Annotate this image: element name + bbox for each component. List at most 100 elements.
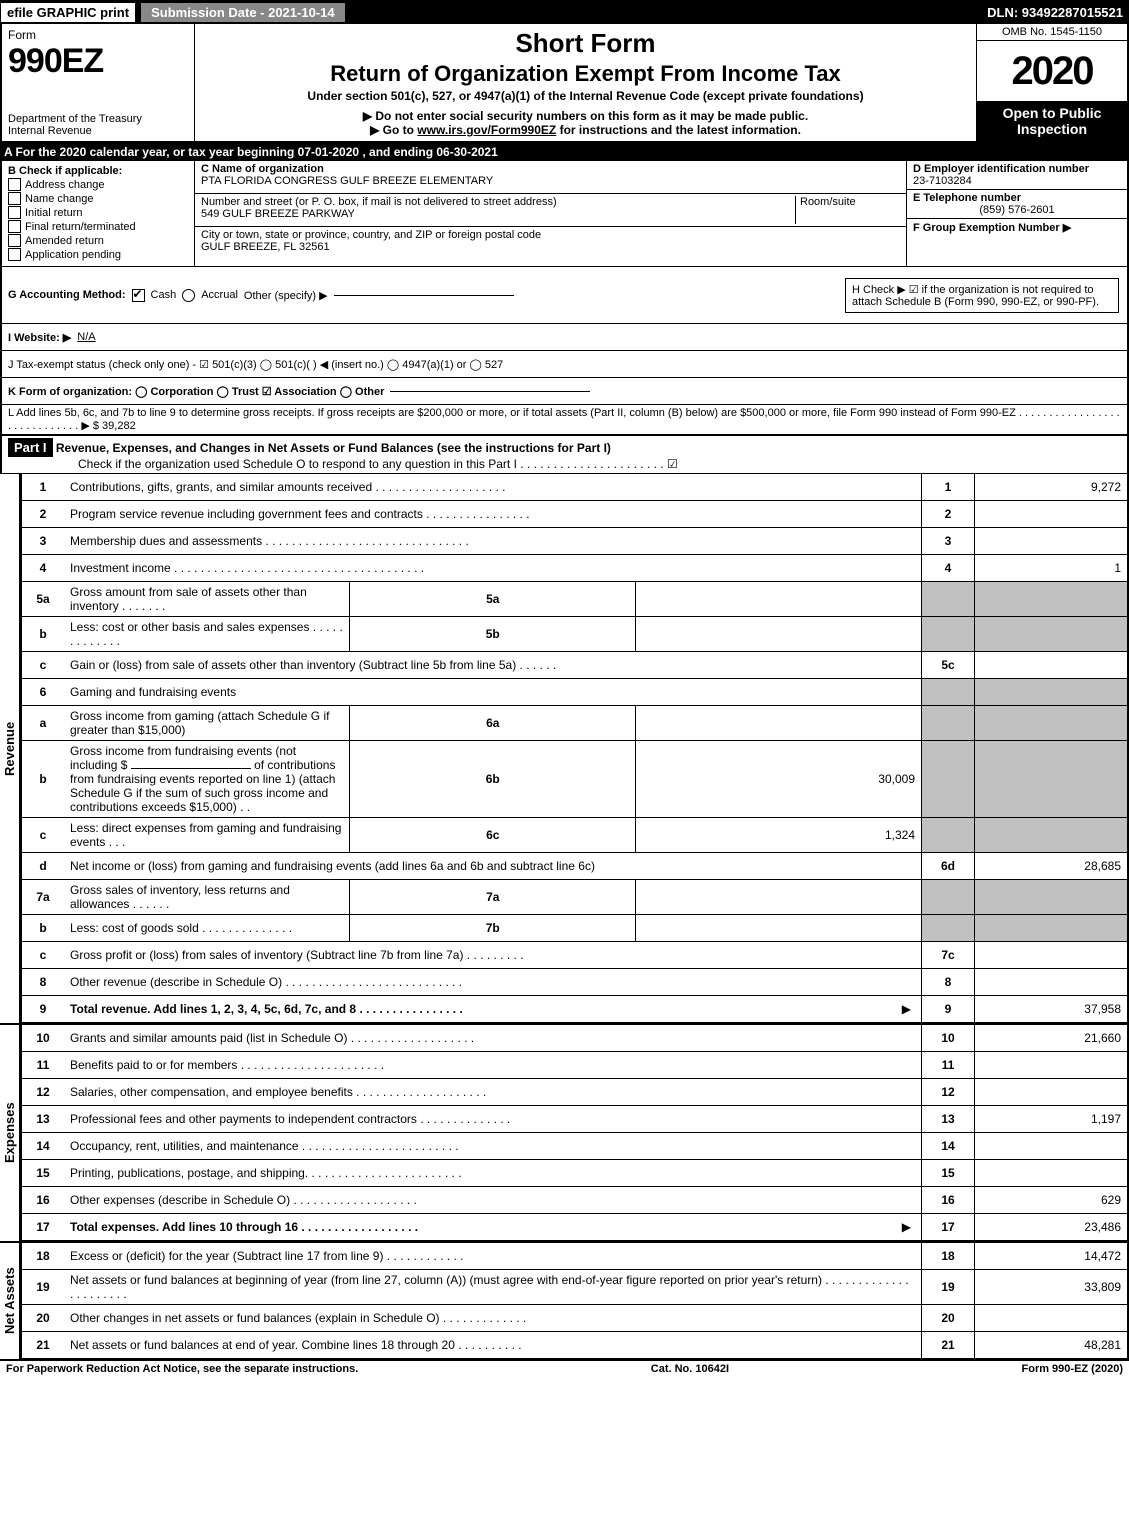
num-3: 3	[922, 528, 975, 555]
top-bar: efile GRAPHIC print Submission Date - 20…	[0, 0, 1129, 24]
num-17: 17	[922, 1214, 975, 1241]
lbl-accrual: Accrual	[201, 289, 238, 301]
ln-8: 8	[22, 969, 65, 996]
valShade-7a	[975, 880, 1129, 915]
miniLn-6b: 6b	[350, 741, 636, 818]
f-label: F Group Exemption Number ▶	[913, 222, 1071, 234]
ssn-warning: ▶ Do not enter social security numbers o…	[203, 109, 968, 123]
expenses-side-label: Expenses	[0, 1025, 21, 1241]
val-7c	[975, 942, 1129, 969]
line-k: K Form of organization: ◯ Corporation ◯ …	[0, 378, 1129, 405]
footer-right: Form 990-EZ (2020)	[1022, 1363, 1123, 1375]
desc-3: Membership dues and assessments . . . . …	[64, 528, 922, 555]
netassets-section: Net Assets 18Excess or (deficit) for the…	[0, 1243, 1129, 1361]
lbl-cash: Cash	[151, 289, 177, 301]
room-label: Room/suite	[800, 196, 856, 208]
form-label: Form	[8, 28, 188, 42]
line-a: A For the 2020 calendar year, or tax yea…	[0, 143, 1129, 161]
num-20: 20	[922, 1305, 975, 1332]
efile-label[interactable]: efile GRAPHIC print	[0, 2, 136, 23]
submission-date: Submission Date - 2021-10-14	[140, 2, 346, 23]
desc-4: Investment income . . . . . . . . . . . …	[64, 555, 922, 582]
chk-address-change[interactable]	[8, 178, 21, 191]
miniLn-5b: 5b	[350, 617, 636, 652]
val-15	[975, 1160, 1129, 1187]
desc-6d: Net income or (loss) from gaming and fun…	[64, 853, 922, 880]
desc-5c: Gain or (loss) from sale of assets other…	[64, 652, 922, 679]
val-10: 21,660	[975, 1025, 1129, 1052]
lbl-final-return: Final return/terminated	[25, 221, 136, 233]
numShade-7a	[922, 880, 975, 915]
val-16: 629	[975, 1187, 1129, 1214]
val-17: 23,486	[975, 1214, 1129, 1241]
desc-10: Grants and similar amounts paid (list in…	[64, 1025, 922, 1052]
val-12	[975, 1079, 1129, 1106]
part1-title: Revenue, Expenses, and Changes in Net As…	[56, 441, 611, 455]
ln-4: 4	[22, 555, 65, 582]
num-2: 2	[922, 501, 975, 528]
chk-initial-return[interactable]	[8, 206, 21, 219]
ln-3: 3	[22, 528, 65, 555]
chk-name-change[interactable]	[8, 192, 21, 205]
e-label: E Telephone number	[913, 192, 1021, 204]
num-6d: 6d	[922, 853, 975, 880]
desc-18: Excess or (deficit) for the year (Subtra…	[64, 1243, 922, 1270]
miniVal-6b: 30,009	[636, 741, 922, 818]
desc-16: Other expenses (describe in Schedule O) …	[64, 1187, 922, 1214]
ln-6d: d	[22, 853, 65, 880]
valShade-7b	[975, 915, 1129, 942]
goto-link[interactable]: www.irs.gov/Form990EZ	[417, 123, 556, 137]
miniLn-7b: 7b	[350, 915, 636, 942]
revenue-section: Revenue 1Contributions, gifts, grants, a…	[0, 474, 1129, 1025]
box-b: B Check if applicable: Address change Na…	[2, 161, 195, 266]
lbl-address-change: Address change	[25, 179, 105, 191]
ln-10: 10	[22, 1025, 65, 1052]
chk-application-pending[interactable]	[8, 248, 21, 261]
dept-irs: Internal Revenue	[8, 125, 188, 137]
box-d: D Employer identification number 23-7103…	[906, 161, 1127, 266]
line-l: L Add lines 5b, 6c, and 7b to line 9 to …	[0, 405, 1129, 436]
numShade-6	[922, 679, 975, 706]
val-19: 33,809	[975, 1270, 1129, 1305]
valShade-6b	[975, 741, 1129, 818]
num-10: 10	[922, 1025, 975, 1052]
miniLn-6c: 6c	[350, 818, 636, 853]
k-other-input[interactable]	[390, 391, 590, 392]
num-19: 19	[922, 1270, 975, 1305]
desc-6a: Gross income from gaming (attach Schedul…	[64, 706, 350, 741]
other-method-input[interactable]	[334, 295, 514, 296]
chk-final-return[interactable]	[8, 220, 21, 233]
miniVal-6c: 1,324	[636, 818, 922, 853]
form-number: 990EZ	[8, 42, 188, 81]
ln-20: 20	[22, 1305, 65, 1332]
chk-amended-return[interactable]	[8, 234, 21, 247]
miniLn-5a: 5a	[350, 582, 636, 617]
street-value: 549 GULF BREEZE PARKWAY	[201, 208, 355, 220]
desc-6b: Gross income from fundraising events (no…	[64, 741, 350, 818]
desc-7b: Less: cost of goods sold . . . . . . . .…	[64, 915, 350, 942]
desc-1: Contributions, gifts, grants, and simila…	[64, 474, 922, 501]
ln-18: 18	[22, 1243, 65, 1270]
footer-left: For Paperwork Reduction Act Notice, see …	[6, 1363, 358, 1375]
num-5c: 5c	[922, 652, 975, 679]
num-8: 8	[922, 969, 975, 996]
desc-12: Salaries, other compensation, and employ…	[64, 1079, 922, 1106]
k-text: K Form of organization: ◯ Corporation ◯ …	[8, 385, 384, 398]
radio-accrual[interactable]	[182, 289, 195, 302]
phone-value: (859) 576-2601	[913, 204, 1121, 216]
ln-7c: c	[22, 942, 65, 969]
num-14: 14	[922, 1133, 975, 1160]
box-b-title: B Check if applicable:	[8, 165, 188, 177]
miniVal-7b	[636, 915, 922, 942]
ln-7b: b	[22, 915, 65, 942]
ln-5a: 5a	[22, 582, 65, 617]
i-label: I Website: ▶	[8, 331, 71, 344]
city-label: City or town, state or province, country…	[201, 229, 541, 241]
ln-11: 11	[22, 1052, 65, 1079]
ln-6: 6	[22, 679, 65, 706]
desc-7a: Gross sales of inventory, less returns a…	[64, 880, 350, 915]
num-9: 9	[922, 996, 975, 1023]
valShade-5a	[975, 582, 1129, 617]
num-18: 18	[922, 1243, 975, 1270]
chk-cash[interactable]	[132, 289, 145, 302]
